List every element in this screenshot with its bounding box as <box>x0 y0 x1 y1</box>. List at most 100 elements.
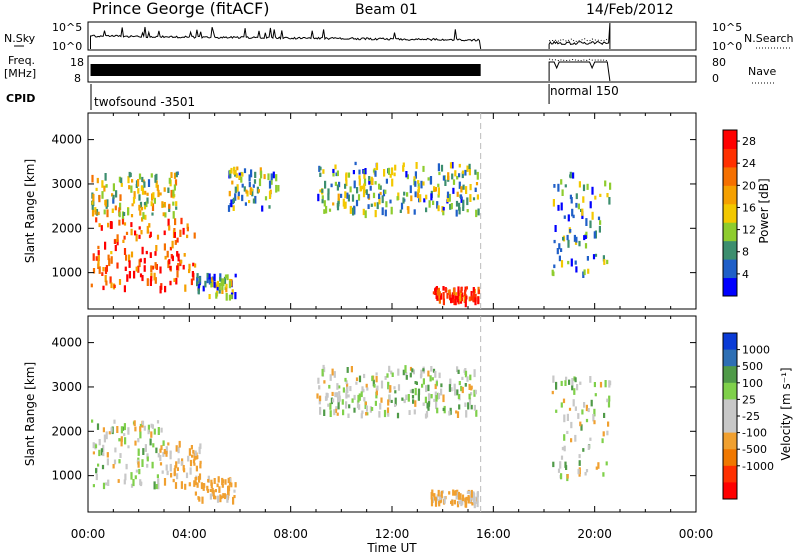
velocity-echo-3-173 <box>363 397 366 402</box>
power-echo-4-49 <box>451 173 454 180</box>
velocity-echo-0-15 <box>106 458 109 466</box>
power-echo-4-114 <box>437 183 440 188</box>
power-echo-1-72 <box>159 192 162 196</box>
power-echo-4-59 <box>318 165 321 172</box>
velocity-echo-3-11 <box>387 381 390 390</box>
velocity-echo-2-14 <box>206 485 209 491</box>
velocity-echo-0-96 <box>138 468 141 475</box>
velocity-echo-5-48 <box>607 421 610 427</box>
power-ytick-label-3: 4000 <box>51 133 82 147</box>
velocity-echo-5-50 <box>574 406 577 411</box>
velocity-echo-5-28 <box>555 409 558 413</box>
velocity-echo-0-39 <box>113 419 116 424</box>
power-echo-1-62 <box>106 209 109 218</box>
cpid-label: CPID <box>6 92 35 105</box>
power-echo-4-207 <box>396 196 399 201</box>
power-echo-0-74 <box>110 256 113 264</box>
cpid-entry-normal: normal 150 <box>550 84 619 98</box>
velocity-echo-3-127 <box>358 404 361 410</box>
velocity-echo-5-1 <box>579 381 582 385</box>
velocity-echo-3-180 <box>326 393 329 398</box>
power-echo-4-57 <box>466 209 469 213</box>
power-echo-0-117 <box>173 278 176 282</box>
velocity-echo-5-38 <box>568 407 572 411</box>
power-echo-4-67 <box>364 168 367 175</box>
velocity-echo-5-2 <box>557 468 561 473</box>
power-echo-1-78 <box>112 197 115 204</box>
velocity-echo-3-39 <box>378 411 381 418</box>
power-echo-0-98 <box>154 262 157 269</box>
velocity-echo-3-55 <box>338 395 341 402</box>
power-echo-4-82 <box>469 194 472 202</box>
velocity-echo-3-139 <box>394 390 397 394</box>
velocity-echo-3-22 <box>414 381 417 385</box>
power-echo-4-44 <box>415 162 418 169</box>
velocity-echo-0-20 <box>157 427 160 435</box>
velocity-echo-0-28 <box>156 420 160 424</box>
velocity-colorbar-tick-label-1: 500 <box>742 360 763 373</box>
power-echo-1-112 <box>156 184 159 191</box>
velocity-echo-5-27 <box>605 461 608 466</box>
power-panel: 1000 2000 3000 4000 Slant Range [km] 4 8 12 16… <box>23 112 771 310</box>
power-echo-4-166 <box>400 202 404 210</box>
power-echo-4-69 <box>452 179 456 185</box>
velocity-panel: 1000 2000 3000 4000 Slant Range [km] 1000 50… <box>23 315 793 513</box>
velocity-echo-3-14 <box>365 383 368 388</box>
power-echo-6-34 <box>564 184 567 188</box>
power-echo-0-73 <box>149 278 152 286</box>
power-echo-4-94 <box>477 208 480 216</box>
velocity-colorbar-tick-label-6: -500 <box>742 443 767 456</box>
velocity-echo-3-0 <box>455 410 458 414</box>
velocity-echo-0-63 <box>133 420 136 427</box>
power-echo-4-81 <box>325 205 328 214</box>
power-echo-3-43 <box>268 180 272 189</box>
velocity-echo-4-52 <box>434 499 438 507</box>
power-echo-2-36 <box>218 282 221 290</box>
power-echo-4-212 <box>370 176 373 185</box>
velocity-echo-3-143 <box>391 372 394 377</box>
power-echo-4-48 <box>440 164 444 172</box>
power-echo-4-150 <box>359 187 363 191</box>
power-echo-5-58 <box>456 298 460 303</box>
power-echo-4-74 <box>449 204 452 210</box>
power-echo-5-49 <box>465 295 468 300</box>
velocity-echo-5-79 <box>583 402 586 408</box>
velocity-echo-5-77 <box>563 445 566 452</box>
velocity-echo-0-83 <box>135 469 138 473</box>
power-echo-4-20 <box>475 209 478 218</box>
power-echo-0-3 <box>167 218 170 227</box>
power-echo-3-57 <box>233 166 236 175</box>
velocity-echo-2-8 <box>223 493 227 500</box>
power-echo-1-5 <box>150 173 153 178</box>
power-echo-4-29 <box>362 208 365 216</box>
power-echo-1-40 <box>175 206 178 210</box>
power-echo-3-51 <box>245 189 248 194</box>
velocity-echo-1-30 <box>174 482 178 489</box>
power-echo-4-70 <box>328 208 332 212</box>
velocity-echo-4-54 <box>454 490 457 496</box>
velocity-echo-3-181 <box>332 398 335 403</box>
power-echo-0-22 <box>138 226 141 230</box>
power-echo-1-17 <box>114 205 117 211</box>
power-echo-4-192 <box>365 189 368 195</box>
power-colorbar-tick-label-5: 24 <box>742 157 756 170</box>
velocity-echo-0-30 <box>134 440 137 446</box>
velocity-echo-0-76 <box>103 434 106 443</box>
velocity-echo-5-57 <box>594 393 597 397</box>
power-echo-4-55 <box>464 169 467 176</box>
velocity-colorbar-label: Velocity [m s⁻¹] <box>779 367 793 460</box>
power-echo-3-27 <box>252 184 255 188</box>
power-echo-4-142 <box>378 197 381 205</box>
power-echo-1-107 <box>155 183 158 188</box>
velocity-echo-1-2 <box>185 472 189 479</box>
power-echo-4-76 <box>402 165 405 172</box>
velocity-echo-0-64 <box>127 427 130 435</box>
velocity-echo-4-36 <box>476 491 479 498</box>
freq-panel: Freq. [MHz] 18 8 80 0 Nave <box>4 54 776 85</box>
velocity-echo-5-26 <box>580 424 583 431</box>
power-echo-1-67 <box>168 203 171 209</box>
power-echo-2-32 <box>208 276 211 285</box>
power-echo-0-77 <box>100 225 103 231</box>
power-echo-4-78 <box>460 196 463 203</box>
velocity-echo-0-46 <box>117 479 120 483</box>
